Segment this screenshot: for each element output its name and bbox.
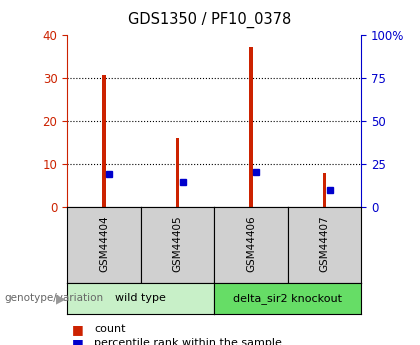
- Text: ■: ■: [71, 337, 83, 345]
- Text: ▶: ▶: [55, 292, 65, 305]
- Text: genotype/variation: genotype/variation: [4, 294, 103, 303]
- Bar: [249, 47, 253, 207]
- Text: ■: ■: [71, 323, 83, 336]
- Text: GSM44405: GSM44405: [173, 215, 182, 272]
- Text: delta_sir2 knockout: delta_sir2 knockout: [233, 293, 342, 304]
- Text: GDS1350 / PF10_0378: GDS1350 / PF10_0378: [129, 12, 291, 28]
- Bar: [323, 172, 326, 207]
- Text: GSM44406: GSM44406: [246, 215, 256, 272]
- Text: GSM44407: GSM44407: [320, 215, 329, 272]
- Bar: [176, 138, 179, 207]
- Text: percentile rank within the sample: percentile rank within the sample: [94, 338, 282, 345]
- Text: GSM44404: GSM44404: [99, 215, 109, 272]
- Bar: [102, 76, 106, 207]
- Text: wild type: wild type: [115, 294, 166, 303]
- Text: count: count: [94, 325, 126, 334]
